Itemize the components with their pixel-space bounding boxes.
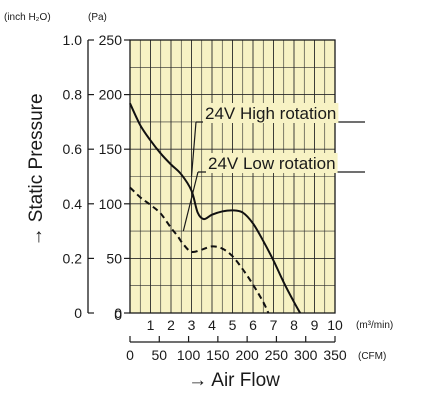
x-primary-tick-label: 6 xyxy=(249,317,257,333)
x-primary-tick-label: 9 xyxy=(311,317,319,333)
x-primary-tick-label: 10 xyxy=(327,317,343,333)
callout-leader-line xyxy=(182,171,199,232)
x-primary-tick-label: 1 xyxy=(147,317,155,333)
series-line-low-rotation xyxy=(129,186,270,314)
y-secondary-tick-label: 0.6 xyxy=(63,141,83,157)
x-secondary-tick-label: 250 xyxy=(265,347,289,363)
x-primary-tick-label: 5 xyxy=(229,317,237,333)
x-primary-tick-label: 2 xyxy=(167,317,175,333)
y-secondary-tick-label: 1.0 xyxy=(63,32,83,48)
y-primary-tick-label: 50 xyxy=(106,250,122,266)
y-secondary-tick-label: 0.4 xyxy=(63,196,83,212)
axes xyxy=(87,39,336,343)
y-secondary-tick-label: 0.2 xyxy=(63,250,83,266)
y-primary-tick-label: 150 xyxy=(99,141,123,157)
x-secondary-tick-label: 350 xyxy=(323,347,347,363)
x-primary-tick-label: 4 xyxy=(208,317,216,333)
callout-label-high-rotation: 24V High rotation xyxy=(205,104,336,123)
y-primary-tick-label: 200 xyxy=(99,87,123,103)
y-primary-tick-label: 0 xyxy=(114,305,122,321)
callout-leader-line xyxy=(190,121,197,177)
x-secondary-tick-label: 50 xyxy=(151,347,167,363)
callout-label-low-rotation: 24V Low rotation xyxy=(208,154,336,173)
x-primary-tick-label: 3 xyxy=(188,317,196,333)
x-secondary-tick-label: 100 xyxy=(177,347,201,363)
grid xyxy=(130,40,335,313)
x-secondary-unit: (CFM) xyxy=(358,351,386,362)
callout-layer: 24V High rotation 24V Low rotation xyxy=(182,103,365,232)
y-primary-tick-label: 250 xyxy=(99,32,123,48)
x-primary-tick-label: 0 xyxy=(114,307,122,323)
x-secondary-tick-label: 200 xyxy=(235,347,259,363)
y-primary-unit: (Pa) xyxy=(88,12,107,23)
x-primary-tick-label: 7 xyxy=(270,317,278,333)
series-layer xyxy=(129,102,302,314)
y-primary-tick-label: 100 xyxy=(99,196,123,212)
series-line-high-rotation xyxy=(129,102,302,314)
x-primary-tick-label: 8 xyxy=(290,317,298,333)
x-secondary-tick-label: 300 xyxy=(294,347,318,363)
x-secondary-tick-label: 150 xyxy=(206,347,230,363)
plot-frame xyxy=(129,39,336,314)
x-secondary-tick-label: 0 xyxy=(126,347,134,363)
y-secondary-tick-label: 0 xyxy=(74,305,82,321)
y-secondary-tick-label: 0.8 xyxy=(63,87,83,103)
callout-label-background xyxy=(203,103,339,123)
left-axis-ticks: 0 50 100 150 200 250 0 0.2 0.4 0.6 0.8 1.0 xyxy=(63,32,130,321)
callout-label-background xyxy=(206,153,338,173)
x-axis-title: → Air Flow xyxy=(188,370,280,391)
x-primary-unit: (m³/min) xyxy=(356,320,393,331)
y-secondary-unit: (inch H₂O) xyxy=(4,12,51,23)
y-axis-title: → Static Pressure xyxy=(26,93,47,246)
